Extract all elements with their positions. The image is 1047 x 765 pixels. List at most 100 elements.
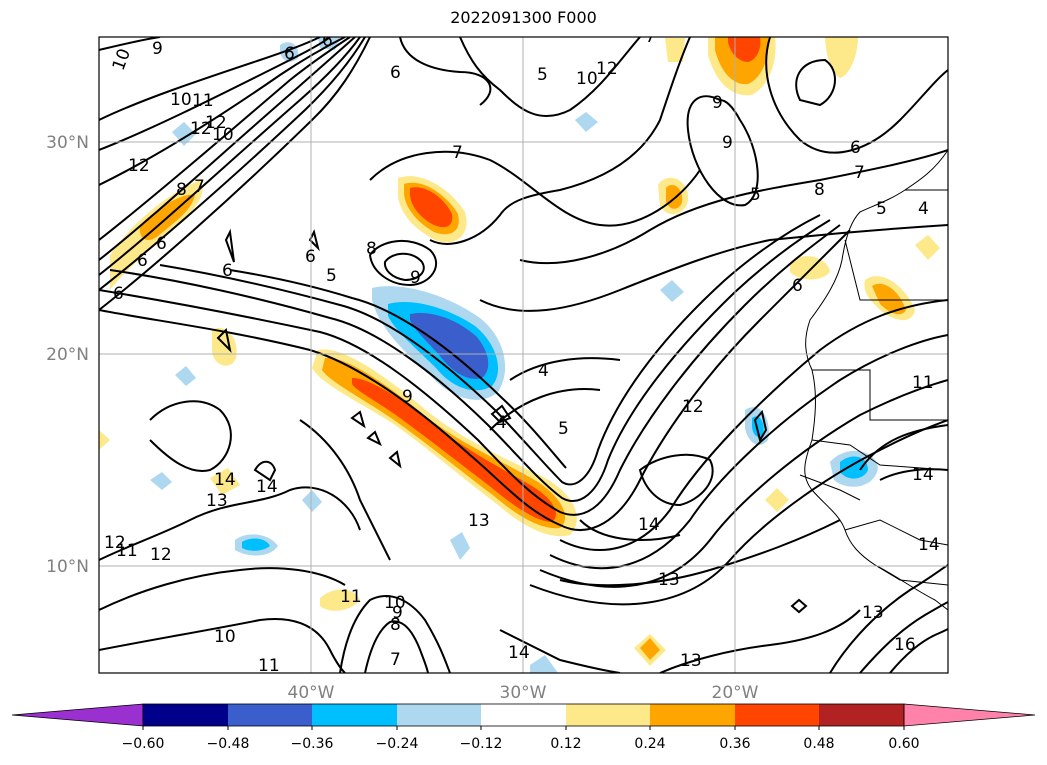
contour-line xyxy=(659,609,861,673)
contour-line xyxy=(368,239,437,287)
negative-anomaly-patch xyxy=(410,312,489,379)
latitude-label: 20°N xyxy=(46,345,89,365)
contour-label: 9 xyxy=(152,39,163,59)
contour-line xyxy=(889,628,948,673)
contour-line xyxy=(369,150,701,227)
contour-label: 8 xyxy=(366,239,377,259)
contour-line xyxy=(429,37,691,245)
contour-label: 11 xyxy=(340,587,362,607)
contour-line xyxy=(99,37,361,276)
positive-anomaly-patch xyxy=(765,488,789,512)
contour-line xyxy=(366,430,382,447)
colorbar-tick-label: 0.36 xyxy=(719,736,750,752)
contour-line xyxy=(99,224,841,516)
positive-anomaly-patch xyxy=(825,37,858,78)
positive-anomaly-patch xyxy=(99,430,110,450)
contour-line xyxy=(499,629,621,673)
positive-anomaly-patch xyxy=(665,38,685,62)
positive-anomaly-patch xyxy=(872,283,906,315)
contour-label: 5 xyxy=(876,199,887,219)
contour-label: 12 xyxy=(596,59,618,79)
negative-anomaly-patch xyxy=(840,456,868,479)
positive-anomaly-patch xyxy=(320,589,360,611)
contour-line xyxy=(99,37,371,311)
contour-line xyxy=(99,229,851,531)
contour-label: 14 xyxy=(508,643,530,663)
contour-line xyxy=(350,410,366,429)
contour-label: 8 xyxy=(176,180,187,200)
contour-label: 12 xyxy=(104,533,126,553)
contour-lines xyxy=(99,37,948,673)
contour-label: 11 xyxy=(116,541,138,561)
contour-label: 12 xyxy=(128,156,150,176)
contour-label: 10 xyxy=(212,125,234,145)
contour-label: 14 xyxy=(638,515,660,535)
contour-line xyxy=(99,37,321,121)
contour-label: 11 xyxy=(912,373,934,393)
contour-line xyxy=(753,409,768,443)
contour-line xyxy=(109,219,831,502)
contour-label: 10 xyxy=(170,90,192,110)
contour-label: 9 xyxy=(410,268,421,288)
colorbar-segment xyxy=(650,704,735,726)
country-border xyxy=(799,474,861,501)
negative-anomaly-patch xyxy=(242,538,270,551)
contour-line xyxy=(99,37,346,186)
contour-label: 13 xyxy=(658,570,680,590)
negative-anomaly-patch xyxy=(175,366,196,386)
contour-line xyxy=(859,424,948,471)
contour-line xyxy=(99,37,356,261)
colorbar-frame xyxy=(142,703,905,727)
contour-label: 9 xyxy=(402,387,413,407)
colorbar-segment xyxy=(312,704,397,726)
contour-label: 7 xyxy=(854,163,865,183)
longitude-label: 20°W xyxy=(712,683,759,703)
contour-label: 6 xyxy=(390,63,401,83)
positive-anomaly-patch xyxy=(640,638,660,660)
colorbar-tick-label: −0.60 xyxy=(122,736,165,752)
contour-label: 12 xyxy=(190,119,212,139)
contour-label: 4 xyxy=(918,199,929,219)
contour-line xyxy=(149,400,232,472)
contour-label: 7 xyxy=(452,143,463,163)
contour-line xyxy=(299,419,391,561)
contour-line xyxy=(159,214,821,486)
contour-line xyxy=(99,618,346,673)
contour-line xyxy=(790,598,808,614)
contour-line xyxy=(99,37,161,51)
contour-line xyxy=(224,228,235,263)
contour-label: 6 xyxy=(222,261,233,281)
colorbar-tick-label: −0.24 xyxy=(376,736,419,752)
longitude-label: 40°W xyxy=(288,683,335,703)
negative-anomaly-patch xyxy=(302,490,322,512)
latitude-label: 30°N xyxy=(46,133,89,153)
country-border xyxy=(811,439,948,471)
colorbar-segment xyxy=(228,704,312,726)
contour-line xyxy=(765,37,948,154)
contour-line xyxy=(859,601,948,673)
latitude-label: 10°N xyxy=(46,557,89,577)
contour-line xyxy=(99,486,361,561)
contour-label: 6 xyxy=(137,251,148,271)
coastline xyxy=(799,149,948,611)
country-border xyxy=(874,564,948,586)
colorbar-tick-label: −0.12 xyxy=(460,736,503,752)
contour-label: 12 xyxy=(682,397,704,417)
colorbar-tick-label: −0.36 xyxy=(291,736,334,752)
positive-anomaly-patch xyxy=(790,256,830,280)
contour-label: 6 xyxy=(284,44,295,64)
contour-label: 13 xyxy=(468,511,490,531)
contour-line xyxy=(459,37,641,118)
map-panel: 10 9 6 6 10 12 11 12 10 12 8 7 6 6 6 6 6… xyxy=(99,37,948,673)
contour-label: 4 xyxy=(496,413,507,433)
colorbar-ticks xyxy=(142,726,905,730)
contour-line xyxy=(539,379,948,588)
contour-line xyxy=(795,58,836,107)
contour-line xyxy=(489,388,601,431)
contour-line xyxy=(829,564,948,673)
contour-label: 7 xyxy=(390,650,401,670)
contour-label: 11 xyxy=(192,91,214,111)
contour-label: 9 xyxy=(712,93,723,113)
contour-label: 7 xyxy=(194,177,205,197)
colorbar-tick-label: 0.48 xyxy=(803,736,834,752)
